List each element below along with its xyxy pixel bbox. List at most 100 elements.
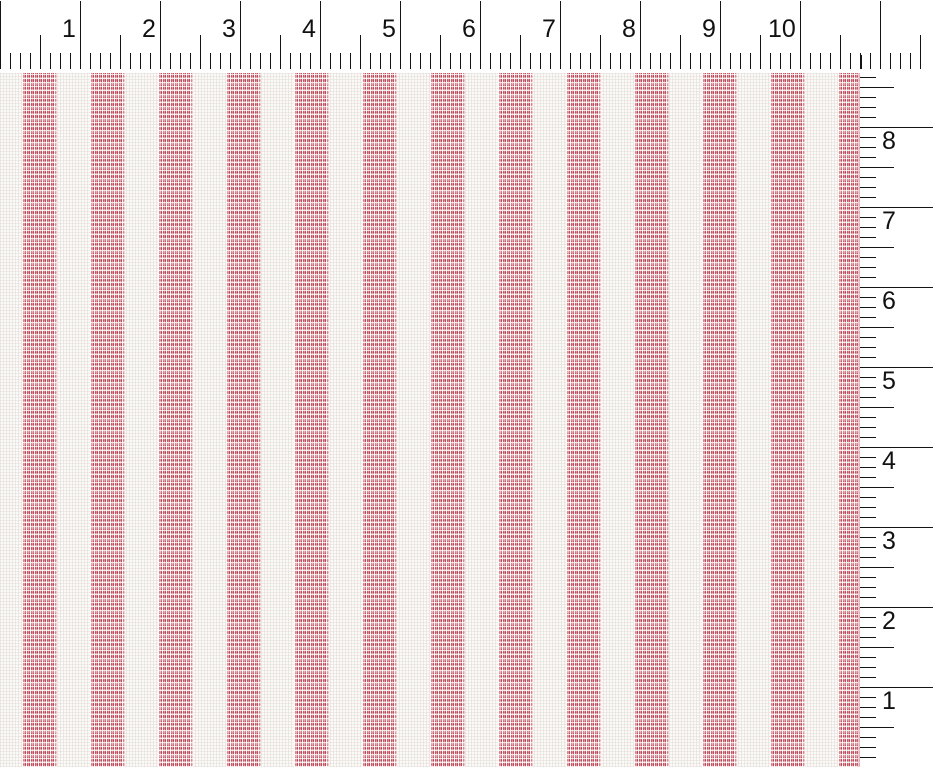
ruler-tick-eighth <box>530 53 531 69</box>
ruler-tick-half <box>860 407 894 408</box>
fabric-stripe <box>294 73 329 767</box>
ruler-tick-eighth <box>860 117 876 118</box>
ruler-tick-eighth <box>660 53 661 69</box>
fabric-stripe <box>430 73 465 767</box>
ruler-tick-eighth <box>860 397 876 398</box>
ruler-tick-eighth <box>170 53 171 69</box>
ruler-tick-eighth <box>870 53 871 69</box>
ruler-tick-eighth <box>860 317 876 318</box>
fabric-stripe <box>838 73 860 767</box>
ruler-tick-eighth <box>620 53 621 69</box>
ruler-tick-eighth <box>860 587 876 588</box>
ruler-tick-eighth <box>70 53 71 69</box>
horizontal-ruler: 1 2 3 4 5 6 7 8 9 10 <box>0 0 933 69</box>
ruler-tick-inch <box>240 1 241 69</box>
ruler-tick-eighth <box>50 53 51 69</box>
ruler-tick-eighth <box>860 77 876 78</box>
ruler-tick-eighth <box>810 53 811 69</box>
ruler-tick-eighth <box>540 53 541 69</box>
ruler-tick-half <box>860 487 894 488</box>
ruler-tick-eighth <box>860 307 876 308</box>
ruler-label-vertical: 5 <box>882 367 896 395</box>
ruler-tick-eighth <box>860 627 876 628</box>
ruler-tick-eighth <box>230 53 231 69</box>
fabric-right-edge <box>858 73 860 767</box>
ruler-tick-eighth <box>850 53 851 69</box>
ruler-tick-eighth <box>30 53 31 69</box>
ruler-label-horizontal: 2 <box>142 15 156 43</box>
ruler-tick-eighth <box>420 53 421 69</box>
ruler-tick-eighth <box>860 53 861 69</box>
ruler-tick-inch <box>860 447 933 448</box>
fabric-stripe <box>22 73 57 767</box>
fabric-stripe <box>770 73 805 767</box>
ruler-tick-inch <box>560 1 561 69</box>
fabric-stripe <box>702 73 737 767</box>
ruler-tick-inch <box>160 1 161 69</box>
ruler-label-horizontal: 1 <box>62 15 76 43</box>
ruler-tick-eighth <box>860 577 876 578</box>
ruler-tick-half <box>840 35 841 69</box>
ruler-tick-half <box>860 727 894 728</box>
ruler-tick-eighth <box>330 53 331 69</box>
ruler-tick-half <box>40 35 41 69</box>
ruler-tick-eighth <box>860 557 876 558</box>
fabric-stripe <box>498 73 533 767</box>
ruler-tick-half <box>280 35 281 69</box>
ruler-tick-eighth <box>860 387 876 388</box>
ruler-tick-inch <box>480 1 481 69</box>
ruler-tick-eighth <box>860 377 876 378</box>
ruler-tick-inch <box>0 1 1 69</box>
ruler-tick-eighth <box>490 53 491 69</box>
ruler-tick-inch <box>80 1 81 69</box>
ruler-tick-eighth <box>180 53 181 69</box>
ruler-tick-inch <box>860 127 933 128</box>
ruler-tick-eighth <box>430 53 431 69</box>
ruler-tick-eighth <box>570 53 571 69</box>
ruler-tick-eighth <box>860 417 876 418</box>
ruler-tick-eighth <box>860 197 876 198</box>
ruler-tick-eighth <box>860 357 876 358</box>
ruler-tick-eighth <box>590 53 591 69</box>
ruler-tick-half <box>680 35 681 69</box>
ruler-tick-eighth <box>860 507 876 508</box>
ruler-tick-eighth <box>410 53 411 69</box>
ruler-tick-inch <box>800 1 801 69</box>
ruler-tick-eighth <box>110 53 111 69</box>
ruler-tick-eighth <box>10 53 11 69</box>
ruler-tick-eighth <box>460 53 461 69</box>
ruler-tick-half <box>860 247 894 248</box>
ruler-tick-eighth <box>860 267 876 268</box>
ruler-tick-eighth <box>610 53 611 69</box>
ruler-tick-eighth <box>860 97 876 98</box>
ruler-tick-eighth <box>860 717 876 718</box>
ruler-tick-inch <box>640 1 641 69</box>
ruler-tick-eighth <box>910 53 911 69</box>
ruler-tick-eighth <box>860 517 876 518</box>
ruler-tick-eighth <box>860 277 876 278</box>
ruler-tick-eighth <box>380 53 381 69</box>
ruler-tick-eighth <box>740 53 741 69</box>
fabric-stripe <box>634 73 669 767</box>
ruler-tick-eighth <box>860 637 876 638</box>
ruler-tick-inch <box>860 607 933 608</box>
ruler-tick-eighth <box>270 53 271 69</box>
ruler-tick-eighth <box>860 617 876 618</box>
ruler-tick-eighth <box>860 457 876 458</box>
ruler-tick-eighth <box>130 53 131 69</box>
ruler-tick-eighth <box>860 187 876 188</box>
ruler-tick-eighth <box>890 53 891 69</box>
ruler-tick-eighth <box>860 227 876 228</box>
ruler-label-horizontal: 9 <box>702 15 716 43</box>
ruler-tick-eighth <box>860 107 876 108</box>
ruler-tick-eighth <box>370 53 371 69</box>
ruler-tick-eighth <box>690 53 691 69</box>
ruler-tick-eighth <box>250 53 251 69</box>
ruler-tick-inch <box>860 207 933 208</box>
ruler-tick-eighth <box>860 477 876 478</box>
ruler-tick-eighth <box>220 53 221 69</box>
ruler-tick-eighth <box>860 157 876 158</box>
ruler-tick-eighth <box>830 53 831 69</box>
ruler-tick-half <box>860 647 894 648</box>
